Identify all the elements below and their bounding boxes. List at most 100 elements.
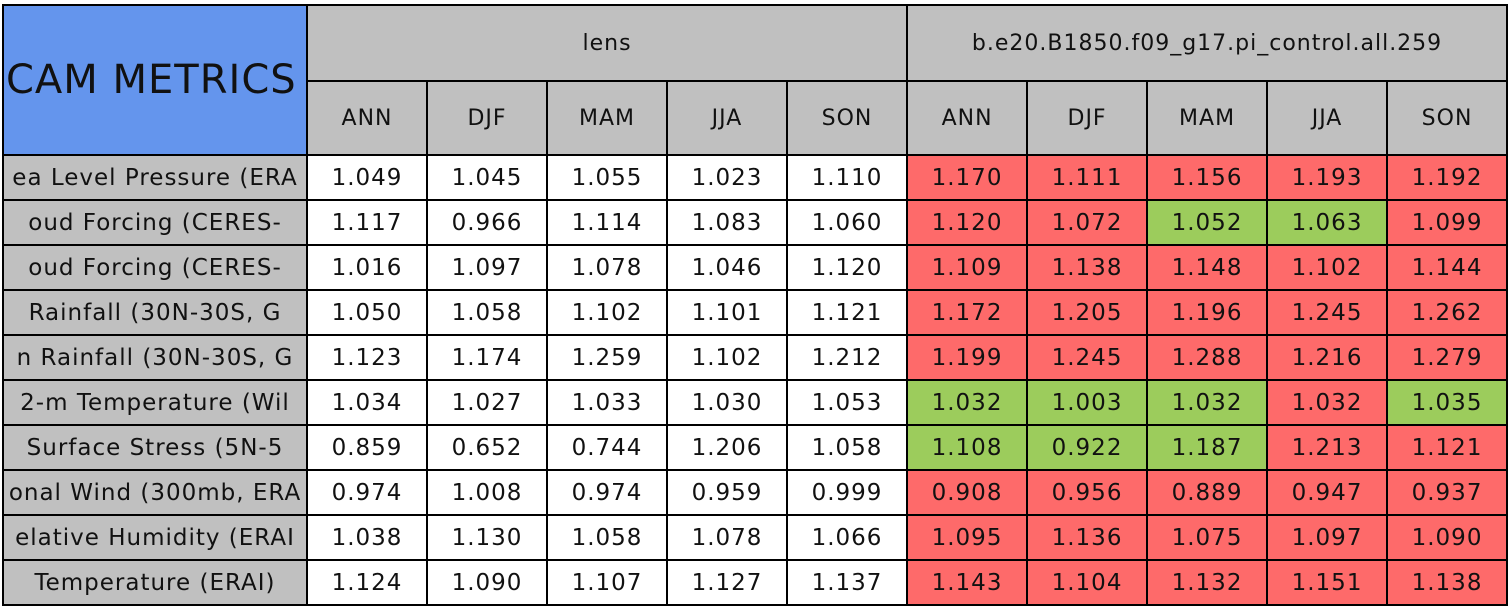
metric-label: oud Forcing (CERES- [2, 244, 308, 291]
metric-value: 1.046 [666, 244, 788, 291]
season-header: MAM [546, 80, 668, 156]
metric-label: n Rainfall (30N-30S, G [2, 334, 308, 381]
metric-label: onal Wind (300mb, ERA [2, 469, 308, 516]
metric-value: 1.052 [1146, 199, 1269, 246]
metric-value: 1.095 [906, 514, 1029, 561]
metric-value: 1.213 [1266, 424, 1389, 471]
metric-value: 1.035 [1386, 379, 1509, 426]
metric-value: 1.117 [306, 199, 428, 246]
metric-value: 1.030 [666, 379, 788, 426]
metric-value: 1.090 [1386, 514, 1509, 561]
metric-value: 0.652 [426, 424, 548, 471]
season-row: ANN DJF MAM JJA SON ANN DJF MAM JJA SON [3, 80, 1509, 156]
metric-row: oud Forcing (CERES- 1.016 1.097 1.078 1.046 1… [2, 244, 1509, 291]
metric-value: 1.003 [1026, 379, 1149, 426]
metric-value: 0.959 [666, 469, 788, 516]
metric-value: 1.102 [1266, 244, 1389, 291]
season-header: JJA [666, 80, 788, 156]
metric-row: ea Level Pressure (ERA 1.049 1.045 1.055 1.0… [2, 154, 1509, 201]
metric-value: 1.245 [1026, 334, 1149, 381]
metric-value: 1.050 [306, 289, 428, 336]
metric-value: 1.136 [1026, 514, 1149, 561]
metric-value: 1.138 [1386, 559, 1509, 606]
metric-value: 0.966 [426, 199, 548, 246]
metric-value: 0.937 [1386, 469, 1509, 516]
metric-row: Surface Stress (5N-5 0.859 0.652 0.744 1.206… [2, 424, 1509, 471]
metric-value: 1.288 [1146, 334, 1269, 381]
metric-label: oud Forcing (CERES- [2, 199, 308, 246]
group-row: CAM METRICS lens b.e20.B1850.f09_g17.pi_… [2, 4, 1509, 156]
metric-value: 1.058 [546, 514, 668, 561]
metric-value: 1.038 [306, 514, 428, 561]
metric-value: 1.027 [426, 379, 548, 426]
metric-value: 1.063 [1266, 199, 1389, 246]
metric-value: 1.132 [1146, 559, 1269, 606]
season-header: DJF [426, 80, 548, 156]
metric-value: 1.192 [1386, 154, 1509, 201]
metric-label: Rainfall (30N-30S, G [2, 289, 308, 336]
metric-label: Surface Stress (5N-5 [2, 424, 308, 471]
metric-value: 1.187 [1146, 424, 1269, 471]
metric-value: 0.859 [306, 424, 428, 471]
metric-value: 1.075 [1146, 514, 1269, 561]
metric-row: onal Wind (300mb, ERA 0.974 1.008 0.974 0.95… [2, 469, 1509, 516]
metric-label: elative Humidity (ERAI [2, 514, 308, 561]
metric-value: 1.102 [666, 334, 788, 381]
table-title: CAM METRICS [2, 4, 308, 156]
metric-value: 1.104 [1026, 559, 1149, 606]
metric-value: 0.974 [306, 469, 428, 516]
metric-value: 1.212 [785, 334, 909, 381]
metrics-table: CAM METRICS lens b.e20.B1850.f09_g17.pi_… [2, 4, 1509, 606]
metric-value: 1.110 [785, 154, 909, 201]
metric-value: 1.123 [306, 334, 428, 381]
metric-value: 1.060 [785, 199, 909, 246]
metric-value: 1.055 [546, 154, 668, 201]
metric-value: 1.279 [1386, 334, 1509, 381]
metric-value: 1.078 [546, 244, 668, 291]
metric-value: 1.156 [1146, 154, 1269, 201]
metric-value: 1.099 [1386, 199, 1509, 246]
metric-value: 1.127 [666, 559, 788, 606]
metric-value: 1.143 [906, 559, 1029, 606]
metric-value: 1.121 [785, 289, 909, 336]
metric-value: 1.097 [1266, 514, 1389, 561]
metric-value: 1.245 [1266, 289, 1389, 336]
metric-value: 1.058 [785, 424, 909, 471]
metric-value: 1.066 [785, 514, 909, 561]
season-header: SON [1386, 80, 1509, 156]
metric-value: 1.045 [426, 154, 548, 201]
metric-value: 1.078 [666, 514, 788, 561]
metric-value: 1.174 [426, 334, 548, 381]
season-header: MAM [1146, 80, 1269, 156]
metric-value: 1.053 [785, 379, 909, 426]
metric-value: 1.138 [1026, 244, 1149, 291]
metric-value: 1.058 [426, 289, 548, 336]
metric-value: 1.199 [906, 334, 1029, 381]
metric-value: 1.033 [546, 379, 668, 426]
metric-value: 1.108 [906, 424, 1029, 471]
metric-value: 0.974 [546, 469, 668, 516]
metric-value: 1.032 [1266, 379, 1389, 426]
metric-label: 2-m Temperature (Wil [2, 379, 308, 426]
metric-value: 1.130 [426, 514, 548, 561]
season-header: ANN [906, 80, 1029, 156]
metric-value: 0.889 [1146, 469, 1269, 516]
season-header: ANN [306, 80, 428, 156]
metric-row: oud Forcing (CERES- 1.117 0.966 1.114 1.083 1… [2, 199, 1509, 246]
metric-value: 1.206 [666, 424, 788, 471]
metric-value: 1.121 [1386, 424, 1509, 471]
metric-value: 1.016 [306, 244, 428, 291]
metric-value: 1.111 [1026, 154, 1149, 201]
group-header: lens [305, 4, 909, 82]
table-body: ea Level Pressure (ERA 1.049 1.045 1.055 1.0… [2, 154, 1509, 606]
metric-value: 1.008 [426, 469, 548, 516]
metric-value: 1.170 [906, 154, 1029, 201]
metric-value: 1.259 [546, 334, 668, 381]
metric-value: 1.049 [306, 154, 428, 201]
metric-value: 1.083 [666, 199, 788, 246]
metric-value: 0.947 [1266, 469, 1389, 516]
metric-value: 1.120 [906, 199, 1029, 246]
season-header: DJF [1026, 80, 1149, 156]
metric-value: 0.744 [546, 424, 668, 471]
